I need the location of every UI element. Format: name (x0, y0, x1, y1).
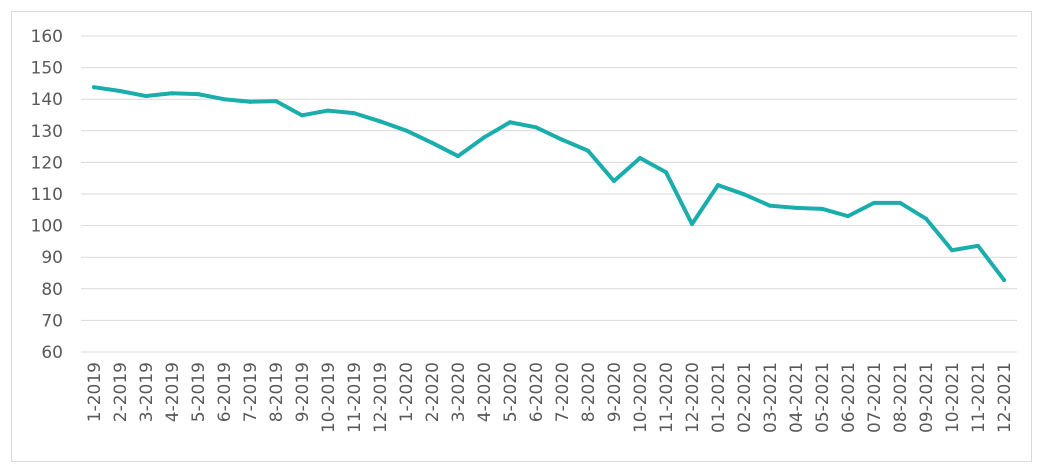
x-tick-label: 1-2019 (85, 362, 105, 422)
y-tick-label: 80 (41, 280, 63, 300)
data-point (326, 108, 330, 113)
data-point (950, 248, 954, 253)
y-tick-label: 90 (41, 248, 63, 268)
y-tick-label: 60 (41, 343, 63, 363)
x-tick-label: 02-2021 (735, 362, 755, 433)
x-tick-label: 11-2020 (657, 362, 677, 433)
x-tick-label: 4-2019 (163, 362, 183, 422)
data-point (274, 99, 278, 104)
x-tick-label: 1-2020 (397, 362, 417, 422)
x-tick-label: 8-2020 (579, 362, 599, 422)
data-point (248, 99, 252, 104)
data-point (716, 183, 720, 188)
data-point (898, 200, 902, 205)
y-tick-label: 130 (31, 122, 63, 142)
x-tick-label: 6-2019 (215, 362, 235, 422)
y-tick-label: 70 (41, 311, 63, 331)
x-tick-label: 9-2020 (605, 362, 625, 422)
data-point (222, 97, 226, 102)
x-tick-label: 09-2021 (917, 362, 937, 433)
x-tick-label: 4-2020 (475, 362, 495, 422)
data-point (846, 214, 850, 219)
data-point (664, 170, 668, 175)
x-tick-label: 2-2019 (111, 362, 131, 422)
y-tick-label: 150 (31, 59, 63, 79)
data-point (560, 137, 564, 142)
data-point (742, 192, 746, 197)
data-point (144, 94, 148, 99)
data-point (482, 135, 486, 140)
data-point (170, 91, 174, 96)
x-tick-label: 04-2021 (787, 362, 807, 433)
x-tick-label: 12-2020 (683, 362, 703, 433)
x-tick-label: 5-2020 (501, 362, 521, 422)
data-point (378, 119, 382, 124)
data-point (768, 203, 772, 208)
y-tick-label: 160 (31, 27, 63, 47)
data-point (508, 120, 512, 125)
data-point (92, 85, 96, 90)
x-tick-label: 11-2021 (969, 362, 989, 433)
y-tick-label: 110 (31, 185, 63, 205)
data-point (872, 200, 876, 205)
x-tick-label: 06-2021 (839, 362, 859, 433)
x-tick-label: 07-2021 (865, 362, 885, 433)
x-tick-label: 08-2021 (891, 362, 911, 433)
x-tick-label: 12-2021 (995, 362, 1015, 433)
data-point (300, 113, 304, 118)
series-line (92, 85, 1006, 282)
x-tick-label: 8-2019 (267, 362, 287, 422)
x-tick-label: 6-2020 (527, 362, 547, 422)
data-point (196, 92, 200, 97)
x-tick-label: 03-2021 (761, 362, 781, 433)
data-point (612, 179, 616, 184)
data-point (820, 206, 824, 211)
x-tick-label: 7-2019 (241, 362, 261, 422)
data-point (924, 216, 928, 221)
y-tick-label: 120 (31, 153, 63, 173)
data-point (404, 128, 408, 133)
x-tick-label: 10-2019 (319, 362, 339, 433)
data-point (586, 148, 590, 153)
data-point (1002, 277, 1006, 282)
data-point (352, 111, 356, 116)
x-tick-label: 10-2021 (943, 362, 963, 433)
x-tick-label: 7-2020 (553, 362, 573, 422)
x-tick-label: 9-2019 (293, 362, 313, 422)
data-point (118, 88, 122, 93)
chart-frame (11, 11, 1032, 462)
data-point (794, 205, 798, 210)
data-point (690, 222, 694, 227)
x-tick-label: 05-2021 (813, 362, 833, 433)
y-tick-label: 100 (31, 217, 63, 237)
x-tick-label: 3-2020 (449, 362, 469, 422)
x-tick-label: 2-2020 (423, 362, 443, 422)
x-tick-label: 5-2019 (189, 362, 209, 422)
x-tick-label: 01-2021 (709, 362, 729, 433)
x-tick-label: 3-2019 (137, 362, 157, 422)
y-tick-label: 140 (31, 90, 63, 110)
x-tick-label: 11-2019 (345, 362, 365, 433)
x-tick-label: 10-2020 (631, 362, 651, 433)
data-point (430, 140, 434, 145)
data-point (456, 154, 460, 159)
data-point (638, 155, 642, 160)
data-point (976, 243, 980, 248)
x-tick-label: 12-2019 (371, 362, 391, 433)
data-point (534, 125, 538, 130)
